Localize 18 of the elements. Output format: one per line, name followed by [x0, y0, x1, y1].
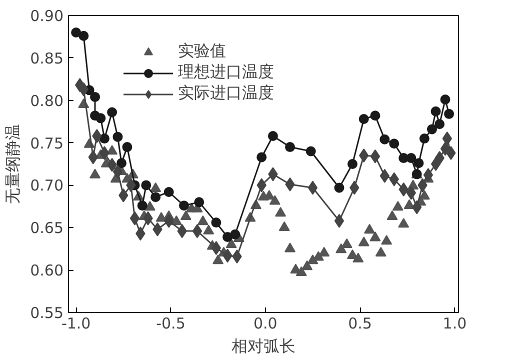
y-tick-label: 0.70	[30, 176, 64, 195]
y-tick-label: 0.85	[30, 49, 64, 68]
x-tick-label: 0.0	[253, 314, 278, 332]
y-axis-title: 无量纲静温	[3, 124, 22, 204]
y-tick-label: 0.60	[30, 262, 64, 280]
y-tick-label: 0.65	[30, 219, 64, 238]
y-tick-label: 0.80	[30, 92, 64, 110]
x-tick-label: 1.0	[442, 314, 467, 332]
legend-label: 实验值	[178, 41, 226, 62]
x-tick-label: -1.0	[61, 314, 91, 332]
legend-label: 理想进口温度	[178, 62, 274, 83]
x-tick-label: 0.5	[348, 314, 372, 332]
x-tick-label: -0.5	[156, 314, 186, 332]
legend-label: 实际进口温度	[178, 83, 274, 104]
y-tick-label: 0.90	[30, 7, 64, 25]
y-tick-label: 0.75	[30, 134, 64, 152]
x-axis-title: 相对弧长	[232, 336, 296, 356]
y-tick-label: 0.55	[30, 304, 64, 322]
